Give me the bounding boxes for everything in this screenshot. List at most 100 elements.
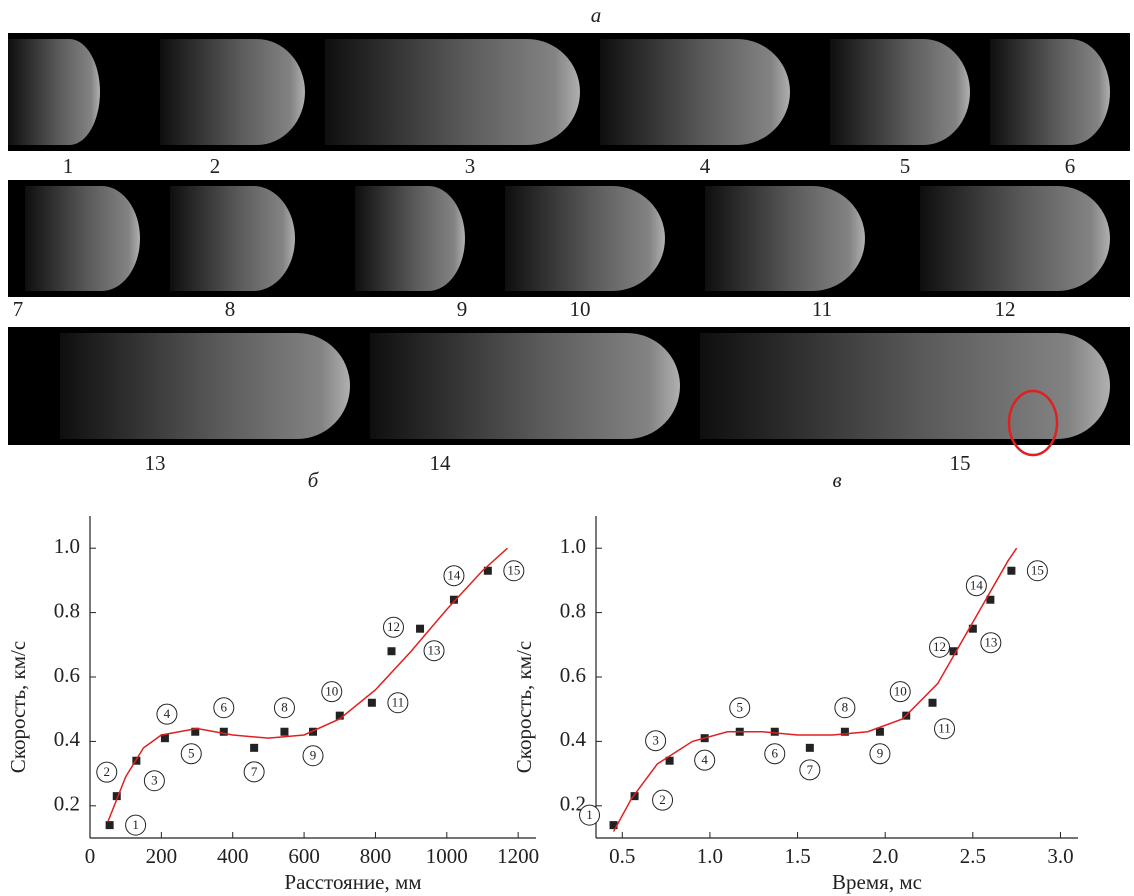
point [1007, 566, 1016, 575]
x-tick-label: 3.0 [1047, 844, 1073, 868]
frame-label: 11 [812, 297, 832, 321]
frame-label: 13 [145, 451, 166, 475]
y-axis-label: Скорость, км/с [512, 641, 536, 773]
point-label-circle [652, 789, 674, 811]
chart-title: б [308, 468, 320, 492]
frame-image [990, 39, 1110, 145]
y-tick-label: 0.6 [54, 663, 80, 687]
x-tick-label: 400 [217, 844, 249, 868]
x-tick-label: 800 [360, 844, 392, 868]
frame-label: 9 [457, 297, 468, 321]
y-tick-label: 0.2 [54, 792, 80, 816]
point-label-circle [213, 697, 235, 719]
x-tick-label: 0 [85, 844, 96, 868]
point [416, 624, 425, 633]
point-label-circle [387, 692, 409, 714]
frame-image [505, 186, 665, 291]
point [449, 595, 458, 604]
x-tick-label: 200 [146, 844, 178, 868]
point [968, 624, 977, 633]
point-label-circle [965, 575, 987, 597]
point [105, 821, 114, 830]
point [949, 647, 958, 656]
frame-label: 15 [950, 451, 971, 475]
fit-line [612, 547, 1018, 832]
point-label-circle [503, 560, 525, 582]
point-label: 6 [772, 746, 779, 761]
y-tick-label: 1.0 [560, 534, 586, 558]
y-tick-label: 0.8 [54, 598, 80, 622]
point-label: 2 [104, 764, 111, 779]
point-label: 7 [807, 762, 814, 777]
y-tick-label: 0.4 [560, 727, 587, 751]
point-label-circle [929, 636, 951, 658]
point [387, 647, 396, 656]
frame-label: 14 [430, 451, 452, 475]
point-label-circle [834, 697, 856, 719]
x-tick-label: 1.0 [697, 844, 723, 868]
point-label: 9 [877, 746, 884, 761]
frame-label: 10 [570, 297, 591, 321]
point-label: 10 [325, 684, 338, 699]
point-label-circle [302, 745, 324, 767]
point [483, 566, 492, 575]
point-label: 10 [894, 684, 907, 699]
frame-image [170, 186, 295, 291]
point-label-circle [243, 761, 265, 783]
frame-label: 7 [13, 297, 24, 321]
point [986, 595, 995, 604]
highlight-circle [1007, 389, 1059, 457]
x-tick-label: 600 [288, 844, 320, 868]
point-label-circle [579, 804, 601, 826]
frame-image [325, 39, 580, 145]
point-label-circle [143, 770, 165, 792]
point-label: 3 [652, 733, 659, 748]
x-tick-label: 1000 [426, 844, 468, 868]
point-label: 6 [221, 700, 228, 715]
point-label: 8 [281, 700, 288, 715]
y-tick-label: 0.8 [560, 598, 586, 622]
y-tick-label: 1.0 [54, 534, 80, 558]
point-label: 1 [586, 807, 593, 822]
point-label-circle [694, 749, 716, 771]
point [875, 727, 884, 736]
point [665, 756, 674, 765]
point [335, 711, 344, 720]
point-label: 15 [507, 563, 520, 578]
point-label: 4 [164, 706, 171, 721]
frame-image [8, 39, 100, 145]
point [280, 727, 289, 736]
point-label: 3 [151, 773, 158, 788]
point-label: 14 [447, 568, 461, 583]
point-label-circle [889, 681, 911, 703]
point-label-circle [321, 681, 343, 703]
point-label: 12 [933, 639, 946, 654]
x-axis-label: Расстояние, мм [284, 870, 421, 894]
point-label-circle [125, 814, 147, 836]
frame-label: 1 [63, 154, 74, 178]
point [191, 727, 200, 736]
x-tick-label: 2.5 [960, 844, 986, 868]
frame-label: 6 [1065, 154, 1076, 178]
point-label-circle [764, 743, 786, 765]
point-label-circle [980, 632, 1002, 654]
point [367, 698, 376, 707]
point-label-circle [443, 565, 465, 587]
point-label: 14 [970, 578, 984, 593]
frame-label: 4 [700, 154, 711, 178]
frame-image [370, 333, 680, 439]
point-label: 5 [188, 746, 195, 761]
point [160, 734, 169, 743]
x-tick-label: 1200 [497, 844, 539, 868]
point-label: 12 [387, 619, 400, 634]
point-label-circle [423, 640, 445, 662]
frame-label: 2 [210, 154, 221, 178]
x-tick-label: 1.5 [784, 844, 810, 868]
frame-image [705, 186, 866, 291]
point-label: 13 [428, 643, 441, 658]
point [805, 743, 814, 752]
y-tick-label: 0.6 [560, 663, 586, 687]
point-label: 11 [392, 695, 405, 710]
frame-label: 5 [900, 154, 911, 178]
